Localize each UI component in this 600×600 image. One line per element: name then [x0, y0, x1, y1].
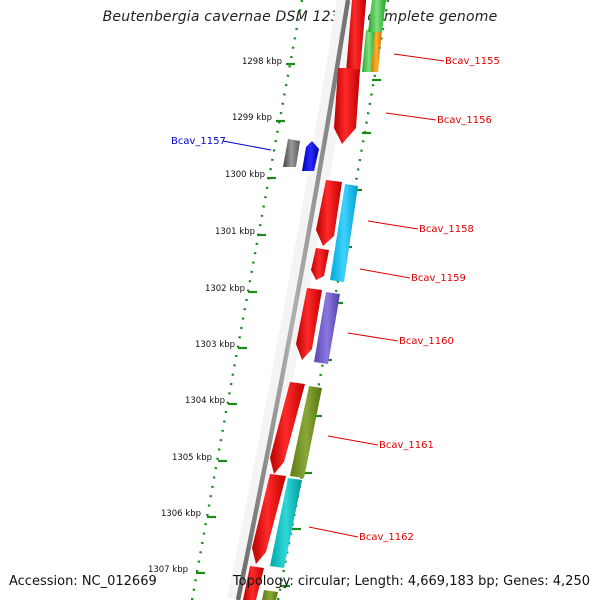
connector-bcav-1160 [347, 332, 399, 342]
gene-feature-bcav-1160[interactable] [314, 292, 340, 364]
ruler-label-1300: 1300 kbp [225, 170, 265, 180]
gene-feature-bcav-1162[interactable] [270, 478, 302, 568]
gene-label-bcav-1160[interactable]: Bcav_1160 [399, 336, 454, 347]
gene-feature-bcav-1156[interactable] [334, 68, 360, 144]
gene-feature-red-1158b[interactable] [311, 248, 329, 280]
ruler-label-1303: 1303 kbp [195, 340, 235, 350]
gene-label-bcav-1162[interactable]: Bcav_1162 [359, 532, 414, 543]
connector-bcav-1156 [385, 112, 437, 121]
gene-label-bcav-1156[interactable]: Bcav_1156 [437, 115, 492, 126]
connector-bcav-1159 [359, 268, 411, 279]
gene-label-bcav-1158[interactable]: Bcav_1158 [419, 224, 474, 235]
connector-bcav-1158 [367, 220, 419, 230]
ruler-label-1302: 1302 kbp [205, 284, 245, 294]
ruler-label-1307: 1307 kbp [148, 565, 188, 575]
gene-feature-red-1158a[interactable] [316, 180, 342, 246]
ruler-label-1299: 1299 kbp [232, 113, 272, 123]
inner-ruler-ticks [196, 62, 295, 575]
inner-dotted-tick-circle [190, 0, 304, 600]
gene-feature-green-top[interactable] [368, 0, 386, 32]
ruler-label-1298: 1298 kbp [242, 57, 282, 67]
gene-label-bcav-1161[interactable]: Bcav_1161 [379, 440, 434, 451]
ruler-label-1305: 1305 kbp [172, 453, 212, 463]
gene-feature-red-1162[interactable] [252, 474, 286, 564]
gene-feature-olive-bottom[interactable] [262, 590, 278, 600]
gene-label-bcav-1155[interactable]: Bcav_1155 [445, 56, 500, 67]
gene-feature-bcav-1155-orange[interactable] [371, 30, 382, 72]
connector-bcav-1155 [393, 53, 445, 62]
gene-feature-red-1160[interactable] [296, 288, 322, 360]
gene-label-bcav-1157[interactable]: Bcav_1157 [171, 136, 226, 147]
connector-bcav-1161 [327, 435, 379, 446]
gene-label-bcav-1159[interactable]: Bcav_1159 [411, 273, 466, 284]
gene-feature-bcav-1159[interactable] [330, 184, 358, 282]
topology-text: Topology: circular; Length: 4,669,183 bp… [232, 574, 590, 589]
gene-feature-red-top[interactable] [346, 0, 366, 72]
ruler-label-1306: 1306 kbp [161, 509, 201, 519]
genome-title: Beutenbergia cavernae DSM 12333, complet… [102, 9, 498, 25]
connector-bcav-1162 [308, 526, 359, 538]
connector-bcav-1157 [222, 140, 272, 151]
gene-feature-red-1161[interactable] [270, 382, 305, 474]
gene-feature-red-bottom[interactable] [243, 566, 264, 600]
ruler-label-1304: 1304 kbp [185, 396, 225, 406]
gene-feature-gray-1157[interactable] [283, 139, 300, 167]
accession-text: Accession: NC_012669 [9, 574, 157, 589]
gene-feature-bcav-1161[interactable] [290, 386, 322, 478]
gene-feature-bcav-1157[interactable] [302, 141, 319, 171]
ruler-label-1301: 1301 kbp [215, 227, 255, 237]
genome-backbone [235, 0, 351, 600]
